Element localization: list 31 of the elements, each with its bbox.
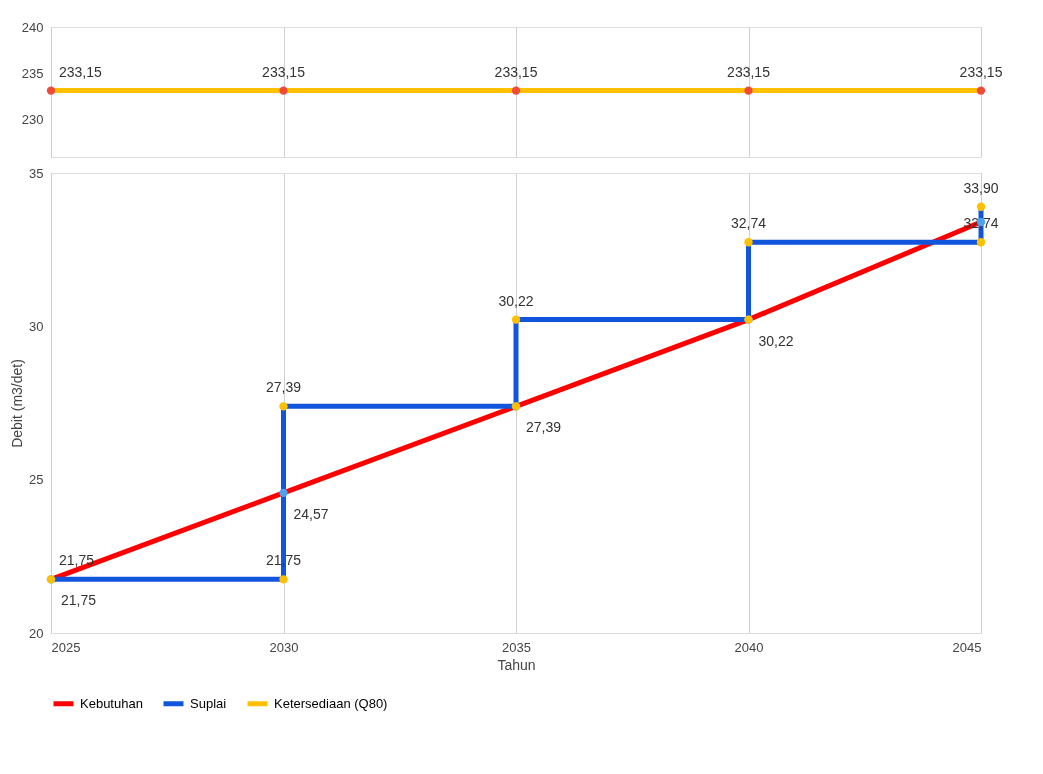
x-axis-title: Tahun [497,656,536,673]
data-label: 233,15 [959,63,1003,80]
y-axis-title: Debit (m3/det) [9,359,26,448]
data-label: 24,57 [293,505,329,522]
legend-label: Kebutuhan [80,695,143,711]
y-tick-label: 35 [29,165,44,181]
data-label: 30,22 [758,332,794,349]
x-tick-label: 2035 [502,639,531,655]
y-tick-label: 25 [29,472,44,488]
data-label: 27,39 [526,419,562,436]
legend-label: Ketersediaan (Q80) [274,695,388,711]
data-label: 233,15 [727,63,771,80]
y-tick-label: 240 [21,19,44,35]
legend-label: Suplai [190,695,227,711]
y-tick-label: 235 [21,65,44,81]
x-tick-label: 2030 [269,639,299,655]
data-label: 233,15 [262,63,306,80]
data-label: 233,15 [59,63,103,80]
y-tick-label: 230 [21,112,44,128]
data-label: 33,90 [963,179,999,196]
x-tick-label: 2025 [51,639,81,655]
data-label: 233,15 [494,63,538,80]
data-label: 21,75 [59,552,95,569]
data-label: 21,75 [61,592,97,609]
data-label: 27,39 [265,379,302,396]
y-tick-label: 30 [29,318,44,334]
data-label: 30,22 [498,292,534,309]
y-tick-label: 20 [29,625,44,641]
x-tick-label: 2045 [952,639,982,655]
x-tick-label: 2040 [734,639,764,655]
data-label: 32,74 [730,215,767,232]
